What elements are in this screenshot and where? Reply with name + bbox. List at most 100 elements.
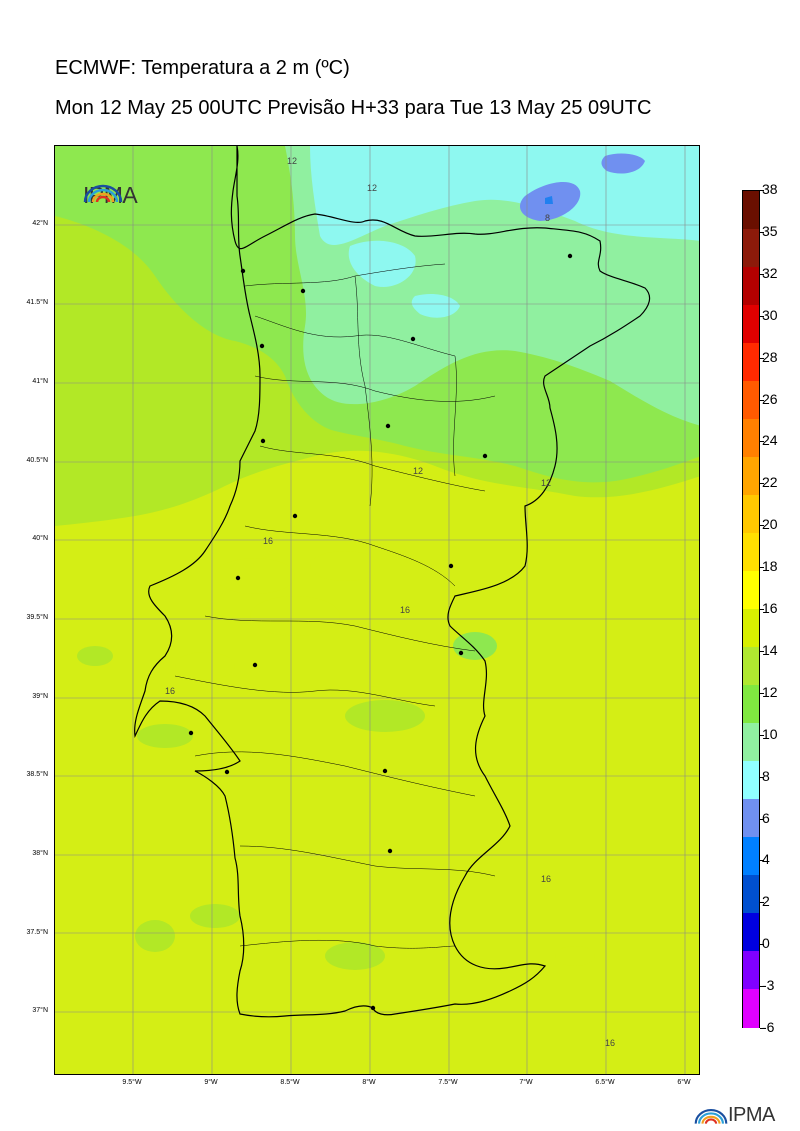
colorbar-level-label: 12 xyxy=(762,683,778,700)
city-marker xyxy=(252,662,258,668)
colorbar-level-label: 10 xyxy=(762,725,778,742)
city-marker xyxy=(260,438,266,444)
contour-label: 8 xyxy=(545,213,550,223)
colorbar-tick xyxy=(760,567,764,569)
contour-label: 12 xyxy=(541,478,551,488)
colorbar-segment xyxy=(743,837,759,876)
city-marker xyxy=(382,768,388,774)
lat-label: 42°N xyxy=(32,220,48,227)
colorbar-level-label: -6 xyxy=(762,1019,775,1035)
colorbar-segment xyxy=(743,457,759,496)
colorbar-tick xyxy=(760,315,764,317)
temp-patch xyxy=(345,700,425,732)
city-marker xyxy=(458,650,464,656)
temp-patch xyxy=(137,724,193,748)
footer-logo-text: IPMA xyxy=(728,1104,775,1126)
city-marker xyxy=(240,268,246,274)
temp-patch xyxy=(175,652,235,680)
colorbar-level-label: 8 xyxy=(762,767,770,784)
temperature-colorbar xyxy=(742,190,760,1028)
temp-patch xyxy=(310,551,380,581)
colorbar-level-label: 18 xyxy=(762,558,778,575)
colorbar-level-label: 6 xyxy=(762,809,770,826)
lat-label: 37°N xyxy=(32,1007,48,1014)
colorbar-level-label: 35 xyxy=(762,222,778,239)
contour-label: 16 xyxy=(605,1038,615,1048)
colorbar-level-label: 32 xyxy=(762,264,778,281)
colorbar-level-label: 28 xyxy=(762,348,778,365)
colorbar-segment xyxy=(743,571,759,610)
colorbar-tick xyxy=(760,273,764,275)
temp-band-6-8 xyxy=(520,153,645,221)
ipma-rainbow-icon xyxy=(694,1108,728,1124)
city-marker xyxy=(224,769,230,775)
colorbar-tick xyxy=(760,399,764,401)
colorbar-tick xyxy=(760,231,764,233)
temp-band-4-6 xyxy=(545,196,553,204)
city-marker xyxy=(292,513,298,519)
colorbar-segment xyxy=(743,305,759,344)
contour-labels: 12 12 8 12 12 16 16 16 16 16 xyxy=(165,156,615,1048)
lat-label: 39.5°N xyxy=(26,614,48,621)
colorbar-level-label: 16 xyxy=(762,600,778,616)
temp-patch xyxy=(77,646,113,666)
lat-label: 41.5°N xyxy=(26,299,48,306)
colorbar-segment xyxy=(743,685,759,724)
temp-patch xyxy=(453,632,497,660)
colorbar-tick xyxy=(760,525,764,527)
footer-ipma-logo: IPMA xyxy=(694,1104,775,1127)
colorbar-segment xyxy=(743,989,759,1028)
district-boundaries xyxy=(174,263,496,949)
lat-label: 37.5°N xyxy=(26,929,48,936)
map-canvas: 12 12 8 12 12 16 16 16 16 16 xyxy=(55,146,699,1074)
map-ipma-logo: IPMA xyxy=(83,182,138,209)
colorbar-tick xyxy=(760,441,764,443)
colorbar-segment xyxy=(743,419,759,458)
colorbar-tick xyxy=(760,860,764,862)
city-marker xyxy=(385,423,391,429)
lat-label: 40°N xyxy=(32,535,48,542)
contour-label: 16 xyxy=(263,536,273,546)
colorbar-segment xyxy=(743,343,759,382)
colorbar-level-label: 2 xyxy=(762,893,770,910)
colorbar-tick xyxy=(760,357,764,359)
contour-label: 16 xyxy=(400,605,410,615)
colorbar-segment xyxy=(743,951,759,990)
temp-patch xyxy=(250,596,340,636)
city-marker xyxy=(188,730,194,736)
city-marker xyxy=(387,848,393,854)
city-marker xyxy=(300,288,306,294)
temperature-map[interactable]: 12 12 8 12 12 16 16 16 16 16 IPMA xyxy=(54,145,700,1075)
colorbar-segment xyxy=(743,913,759,952)
colorbar-level-label: 4 xyxy=(762,851,770,868)
colorbar-tick xyxy=(760,1028,764,1029)
lat-label: 41°N xyxy=(32,378,48,385)
colorbar-segment xyxy=(743,533,759,572)
lon-label: 9.5°W xyxy=(122,1079,142,1086)
chart-subtitle: Mon 12 May 25 00UTC Previsão H+33 para T… xyxy=(55,97,652,119)
temp-patch xyxy=(135,920,175,952)
lon-label: 8.5°W xyxy=(280,1079,300,1086)
lat-lon-grid xyxy=(55,146,699,1074)
contour-label: 12 xyxy=(367,183,377,193)
lat-label: 38.5°N xyxy=(26,771,48,778)
colorbar-level-label: 0 xyxy=(762,935,770,952)
lat-label: 39°N xyxy=(32,693,48,700)
city-marker xyxy=(235,575,241,581)
colorbar-level-label: 30 xyxy=(762,306,778,323)
colorbar-segment xyxy=(743,495,759,534)
colorbar-tick xyxy=(760,818,764,820)
colorbar-tick xyxy=(760,776,764,778)
colorbar-segment xyxy=(743,799,759,838)
colorbar-level-label: 20 xyxy=(762,516,778,533)
contour-label: 16 xyxy=(541,874,551,884)
contour-label: 12 xyxy=(413,466,423,476)
colorbar-tick xyxy=(760,902,764,904)
colorbar-segment xyxy=(743,647,759,686)
colorbar-level-label: 38 xyxy=(762,181,778,197)
colorbar-segment xyxy=(743,191,759,230)
colorbar-segment xyxy=(743,723,759,762)
colorbar-tick xyxy=(760,190,764,191)
colorbar-segment xyxy=(743,381,759,420)
colorbar-level-label: -3 xyxy=(762,977,775,994)
